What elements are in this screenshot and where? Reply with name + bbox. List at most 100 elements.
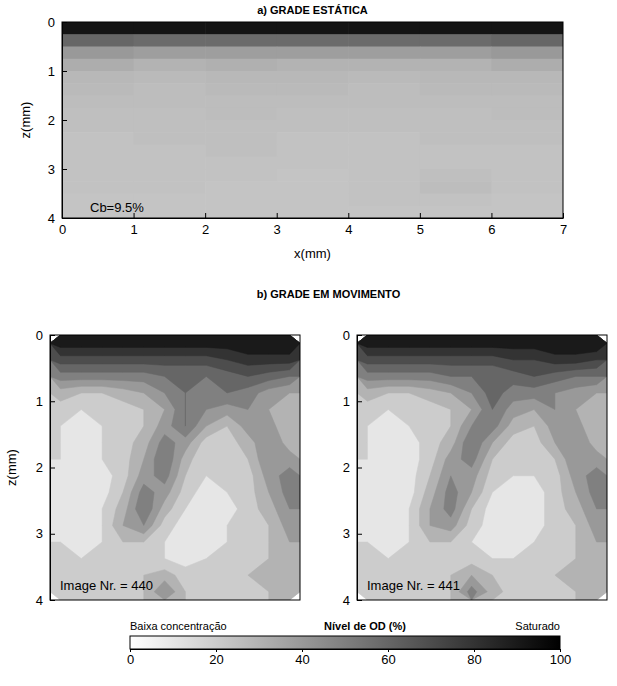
tick: 4 — [48, 211, 67, 226]
tick-label: 100 — [550, 652, 572, 667]
cell — [134, 120, 206, 133]
tick: 60 — [381, 649, 395, 667]
cell — [277, 194, 349, 207]
cell — [134, 83, 206, 96]
colorbar — [130, 636, 560, 649]
contour-band — [357, 335, 607, 410]
tick: 2 — [202, 213, 209, 237]
figure: 0123456701234a) GRADE ESTÁTICAx(mm)z(mm)… — [0, 0, 617, 686]
cell — [277, 108, 349, 121]
tick-label: 2 — [36, 460, 43, 475]
cell — [134, 71, 206, 84]
plot-frame — [50, 335, 300, 600]
tick-label: 3 — [274, 222, 281, 237]
tick: 100 — [550, 649, 572, 667]
contour-band — [50, 335, 300, 365]
tick-label: 40 — [295, 652, 309, 667]
axis-line — [63, 218, 564, 219]
cell — [348, 96, 420, 109]
y-axis: 0 1 2 3 4 — [343, 328, 362, 608]
tick-mark — [357, 600, 362, 601]
cell — [62, 132, 134, 145]
contours — [50, 335, 300, 600]
cell — [491, 108, 563, 121]
cell — [420, 181, 492, 194]
cell — [348, 22, 420, 35]
cell — [277, 169, 349, 182]
contour-band — [357, 335, 607, 600]
tick: 5 — [417, 213, 424, 237]
contour-band — [50, 335, 300, 525]
cell — [420, 169, 492, 182]
cell — [134, 157, 206, 170]
cell — [420, 120, 492, 133]
tick: 2 — [343, 460, 362, 475]
cell — [205, 34, 277, 47]
cell — [491, 181, 563, 194]
plot-frame — [357, 335, 607, 600]
x-axis-title: x(mm) — [294, 246, 331, 261]
contour-band — [357, 335, 607, 364]
contour-band — [357, 335, 607, 600]
cell — [491, 169, 563, 182]
tick-label: 2 — [48, 113, 55, 128]
colorbar-low-label: Baixa concentração — [130, 620, 227, 632]
tick-label: 2 — [343, 460, 350, 475]
tick: 0 — [127, 649, 134, 667]
cell — [491, 132, 563, 145]
colorbar-axis: 020406080100 — [127, 649, 571, 667]
cell — [205, 22, 277, 35]
cell — [62, 59, 134, 72]
tick-mark — [62, 169, 67, 170]
cell — [134, 206, 206, 218]
tick-label: 3 — [48, 162, 55, 177]
cell — [420, 59, 492, 72]
cell — [62, 34, 134, 47]
cell — [205, 132, 277, 145]
cell — [62, 96, 134, 109]
annotation: Image Nr. = 441 — [367, 578, 460, 593]
tick: 6 — [488, 213, 495, 237]
cell — [62, 47, 134, 60]
cell — [277, 96, 349, 109]
tick: 3 — [36, 526, 55, 541]
tick: 20 — [209, 649, 223, 667]
title: b) GRADE EM MOVIMENTO — [257, 288, 401, 300]
cell — [277, 59, 349, 72]
tick-mark — [357, 335, 362, 336]
tick: 7 — [560, 213, 567, 237]
tick-label: 1 — [343, 394, 350, 409]
tick-mark — [491, 213, 492, 218]
cell — [277, 22, 349, 35]
cell — [420, 108, 492, 121]
cell — [420, 194, 492, 207]
tick-mark — [50, 335, 55, 336]
tick-mark — [357, 468, 362, 469]
cell — [491, 120, 563, 133]
tick-label: 20 — [209, 652, 223, 667]
tick-mark — [357, 534, 362, 535]
cell — [62, 181, 134, 194]
tick-label: 0 — [343, 328, 350, 343]
tick-label: 1 — [36, 394, 43, 409]
tick-label: 3 — [343, 526, 350, 541]
cell — [134, 108, 206, 121]
cell — [205, 194, 277, 207]
cell — [491, 96, 563, 109]
cell — [134, 59, 206, 72]
cell — [134, 47, 206, 60]
tick-label: 4 — [345, 222, 352, 237]
tick-label: 4 — [343, 593, 350, 608]
tick-mark — [62, 71, 67, 72]
cell — [277, 132, 349, 145]
tick: 1 — [343, 394, 362, 409]
cell — [134, 194, 206, 207]
cell — [205, 145, 277, 158]
annotation: Cb=9.5% — [90, 200, 144, 215]
cell — [420, 34, 492, 47]
cell — [491, 194, 563, 207]
tick-label: 0 — [59, 222, 66, 237]
tick: 4 — [36, 593, 55, 608]
cell — [205, 181, 277, 194]
cell — [491, 47, 563, 60]
